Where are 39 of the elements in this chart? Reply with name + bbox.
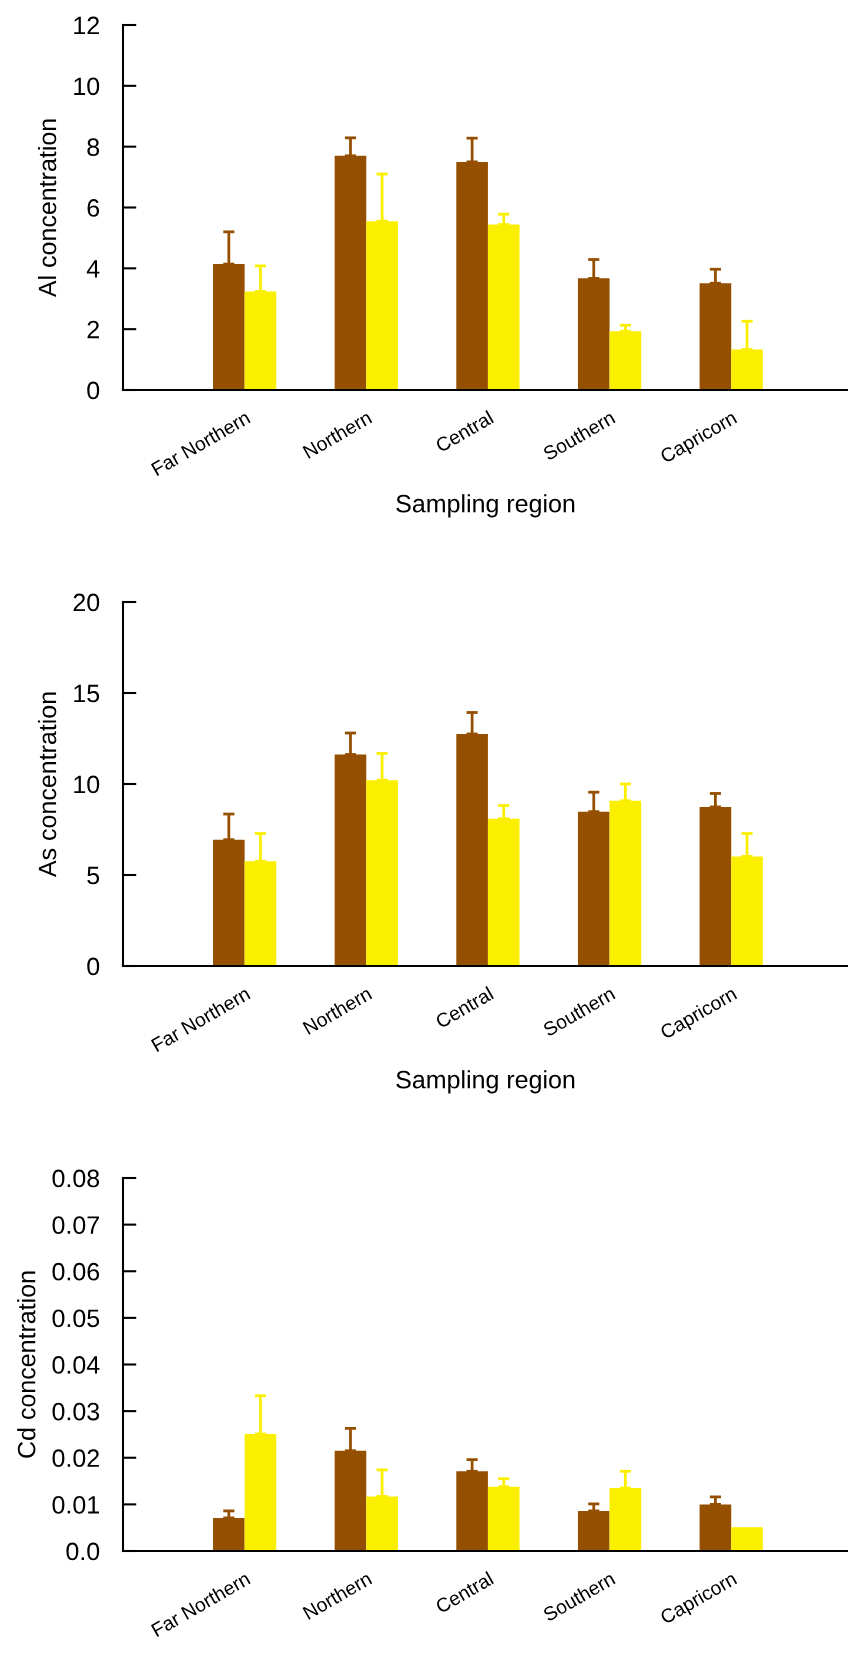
y-tick-label: 5 [87,866,100,885]
bar [213,839,245,966]
y-axis-title: As concentration [37,692,57,878]
y-tick-label: 0.05 [52,1309,100,1328]
y-tick-label: 0 [87,381,100,400]
y-tick-label: 2 [87,320,99,339]
bar [334,1450,367,1551]
y-tick-label: 8 [87,138,100,156]
x-axis-title: Sampling region [396,494,575,518]
y-tick-label: 0 [87,957,100,976]
y-tick-label: 0.03 [52,1402,100,1421]
y-tick-label: 0.0 [66,1542,100,1561]
y-tick-label: 12 [74,16,99,35]
bar [609,331,642,390]
bar [731,1527,763,1551]
bar [334,155,367,390]
bar [487,1486,520,1551]
y-tick-label: 0.01 [52,1495,99,1514]
bar [609,800,642,966]
y-axis-title: Cd concentration [17,1271,36,1458]
y-tick-label: 0.02 [52,1449,99,1468]
bar [487,818,520,966]
bar [334,754,367,966]
bar [456,161,488,390]
x-axis-title: Sampling region [396,1070,575,1094]
bar [487,224,520,390]
y-tick-label: 6 [87,199,100,217]
y-tick-label: 0.08 [52,1169,100,1188]
y-tick-label: 10 [74,775,100,794]
y-tick-label: 10 [74,77,100,96]
y-tick-label: 0.07 [52,1216,99,1234]
y-tick-label: 15 [74,684,100,703]
y-tick-label: 4 [86,260,100,278]
y-axis-title: Al concentration [37,119,57,298]
y-tick-label: 0.04 [52,1356,100,1374]
bar [577,811,610,966]
bar [731,349,763,390]
y-tick-label: 0.06 [52,1262,100,1281]
y-tick-label: 20 [73,593,100,612]
